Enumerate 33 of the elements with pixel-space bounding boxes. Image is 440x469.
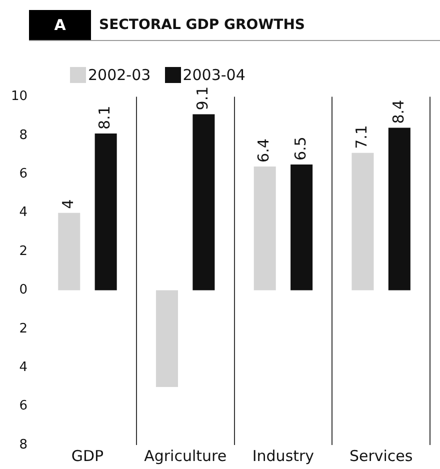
data-label: 8.1 <box>96 106 114 130</box>
bar <box>94 134 117 290</box>
legend-label: 2003-04 <box>182 66 246 84</box>
bar <box>290 164 313 290</box>
bar <box>254 166 276 290</box>
bar <box>58 212 80 290</box>
y-tick-label: 6 <box>19 166 28 182</box>
data-label: 8.4 <box>389 100 408 124</box>
data-label: 7.1 <box>352 125 371 149</box>
bar <box>156 290 178 387</box>
x-tick-label: GDP <box>71 446 104 465</box>
y-tick-label: 6 <box>19 398 28 414</box>
bar <box>192 114 215 290</box>
y-tick-label: 0 <box>19 282 28 298</box>
text: A <box>29 10 91 40</box>
data-label: 6.5 <box>291 136 310 161</box>
data-label: 6.4 <box>254 138 273 162</box>
data-label: 4 <box>59 199 78 209</box>
chart-title: SECTORAL GDP GROWTHS <box>99 17 305 33</box>
legend-label: 2002-03 <box>88 66 151 84</box>
bar <box>352 152 374 290</box>
y-tick-label: 4 <box>19 360 28 375</box>
x-tick-label: Services <box>349 446 413 465</box>
data-label: 9.1 <box>194 86 212 110</box>
y-tick-label: 2 <box>19 244 28 259</box>
x-tick-label: Agriculture <box>144 446 227 465</box>
y-tick-label: 2 <box>19 321 28 336</box>
y-tick-label: 8 <box>19 128 28 143</box>
y-tick-label: 10 <box>10 89 28 104</box>
y-tick-label: 4 <box>19 205 28 220</box>
y-tick-label: 8 <box>19 437 28 452</box>
x-tick-label: Industry <box>252 446 314 465</box>
bar <box>388 128 410 290</box>
